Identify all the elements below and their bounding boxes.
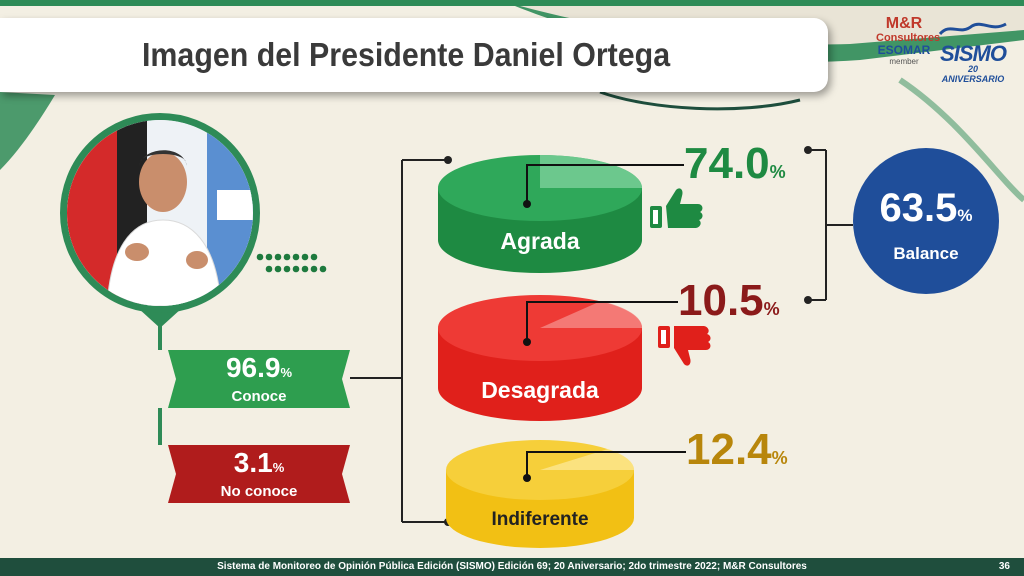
page-title: Imagen del Presidente Daniel Ortega	[142, 36, 671, 73]
president-portrait-image	[67, 120, 253, 306]
conoce-label: Conoce	[231, 388, 287, 405]
logo-text-aniversario: 20 ANIVERSARIO	[941, 64, 1005, 84]
logo-text-consultores: Consultores	[876, 32, 941, 44]
mr-consultores-logo: M&R Consultores ESOMAR member	[876, 15, 941, 67]
sismo-logo: SISMO 20 ANIVERSARIO	[938, 22, 1008, 84]
cylinder-indiferente	[446, 440, 635, 548]
logo-text-mr: M&R	[885, 15, 923, 32]
dotted-ellipsis-icon	[256, 253, 327, 273]
page-number: 36	[998, 561, 1010, 572]
no-conoce-box: 3.1% No conoce	[168, 447, 350, 501]
balance-circle: 63.5% Balance	[853, 148, 999, 294]
top-accent-strip	[0, 0, 1024, 6]
no-conoce-value: 3.1%	[233, 447, 285, 478]
desagrada-value: 10.5%	[678, 276, 780, 325]
cylinder-agrada-slice	[540, 155, 642, 188]
desagrada-label: Desagrada	[481, 377, 599, 403]
conoce-box: 96.9% Conoce	[168, 352, 350, 406]
no-conoce-label: No conoce	[220, 483, 298, 500]
president-photo	[60, 113, 260, 313]
sismo-wave-icon	[938, 22, 1007, 36]
logo-text-sismo: SISMO	[940, 41, 1007, 66]
logo-text-esomar: ESOMAR	[877, 43, 931, 57]
balance-label: Balance	[893, 244, 959, 263]
logo-text-member: member	[889, 57, 919, 66]
footer-source: Sistema de Monitoreo de Opinión Pública …	[0, 558, 1024, 576]
cylinder-desagrada-slice	[540, 301, 643, 328]
indiferente-label: Indiferente	[491, 509, 589, 530]
indiferente-value: 12.4%	[686, 425, 788, 474]
cylinder-agrada	[438, 155, 642, 273]
conoce-value: 96.9%	[225, 352, 293, 383]
agrada-value: 74.0%	[684, 139, 786, 188]
title-banner: Imagen del Presidente Daniel Ortega	[0, 18, 828, 92]
balance-value: 63.5%	[879, 186, 973, 230]
cylinder-indiferente-slice	[540, 449, 635, 470]
agrada-label: Agrada	[500, 228, 580, 254]
